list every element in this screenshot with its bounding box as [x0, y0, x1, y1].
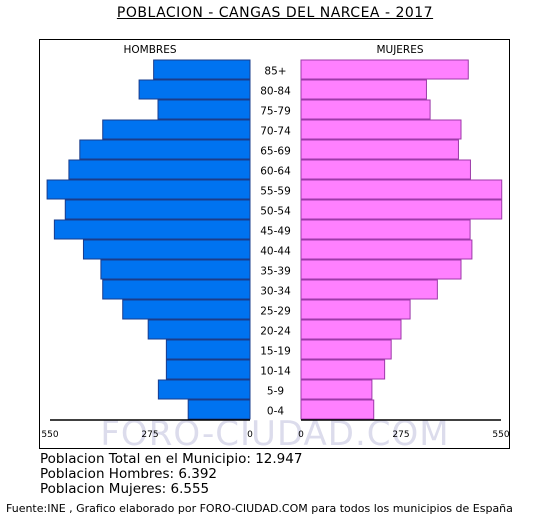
bar-women-80-84: [300, 79, 427, 100]
bar-women-55-59: [300, 179, 503, 200]
bar-women-60-64: [300, 159, 471, 180]
age-label-10-14: 10-14: [260, 366, 291, 378]
right-tick-275: 275: [392, 430, 409, 440]
bar-men-25-29: [122, 299, 251, 320]
age-label-50-54: 50-54: [260, 206, 291, 218]
bar-women-85+: [300, 59, 469, 80]
bar-women-30-34: [300, 279, 438, 300]
age-label-30-34: 30-34: [260, 286, 291, 298]
left-tick-275: 275: [141, 430, 158, 440]
bar-women-10-14: [300, 359, 386, 380]
population-pyramid: HOMBRES MUJERES 85+ 80-84 75-79 70-74 65-69 60-…: [41, 44, 509, 440]
right-tick-550: 550: [492, 430, 509, 440]
age-label-60-64: 60-64: [260, 166, 291, 178]
bar-men-30-34: [102, 279, 251, 300]
chart-frame: [39, 39, 510, 449]
stat-men-population: Poblacion Hombres: 6.392: [40, 466, 218, 482]
bar-men-0-4: [187, 399, 251, 420]
source-note: Fuente:INE , Grafico elaborado por FORO-…: [6, 502, 513, 515]
bar-men-65-69: [79, 139, 251, 160]
bar-men-20-24: [147, 319, 251, 340]
stat-total-population: Poblacion Total en el Municipio: 12.947: [40, 451, 303, 467]
left-tick-0: 0: [247, 430, 253, 440]
bar-men-50-54: [64, 199, 251, 220]
age-label-20-24: 20-24: [260, 326, 291, 338]
bar-women-65-69: [300, 139, 459, 160]
bar-men-55-59: [46, 179, 251, 200]
age-label-0-4: 0-4: [267, 406, 284, 418]
age-label-80-84: 80-84: [260, 86, 291, 98]
bar-men-80-84: [138, 79, 251, 100]
age-label-15-19: 15-19: [260, 346, 291, 358]
bar-women-50-54: [300, 199, 503, 220]
age-label-45-49: 45-49: [260, 226, 291, 238]
bar-women-70-74: [300, 119, 462, 140]
bar-women-5-9: [300, 379, 373, 400]
bar-men-70-74: [102, 119, 251, 140]
bar-men-45-49: [53, 219, 251, 240]
age-label-75-79: 75-79: [260, 106, 291, 118]
bar-women-75-79: [300, 99, 431, 120]
bar-women-25-29: [300, 299, 411, 320]
age-label-25-29: 25-29: [260, 306, 291, 318]
age-label-70-74: 70-74: [260, 126, 291, 138]
bar-women-40-44: [300, 239, 473, 260]
age-label-85+: 85+: [264, 66, 286, 78]
left-series-label: HOMBRES: [123, 44, 176, 56]
bar-men-5-9: [157, 379, 251, 400]
bar-women-45-49: [300, 219, 471, 240]
age-label-35-39: 35-39: [260, 266, 291, 278]
bar-men-10-14: [165, 359, 251, 380]
bar-men-15-19: [165, 339, 251, 360]
bar-men-85+: [153, 59, 251, 80]
age-label-55-59: 55-59: [260, 186, 291, 198]
age-label-5-9: 5-9: [267, 386, 284, 398]
right-tick-0: 0: [298, 430, 304, 440]
age-label-40-44: 40-44: [260, 246, 291, 258]
bar-men-75-79: [157, 99, 251, 120]
bar-men-35-39: [100, 259, 251, 280]
stat-women-population: Poblacion Mujeres: 6.555: [40, 481, 210, 497]
bar-women-20-24: [300, 319, 402, 340]
bar-women-15-19: [300, 339, 392, 360]
age-label-65-69: 65-69: [260, 146, 291, 158]
bar-women-0-4: [300, 399, 375, 420]
right-series-label: MUJERES: [376, 44, 423, 56]
chart-title: POBLACION - CANGAS DEL NARCEA - 2017: [116, 5, 434, 21]
bar-men-40-44: [82, 239, 251, 260]
bar-women-35-39: [300, 259, 462, 280]
left-tick-550: 550: [41, 430, 58, 440]
bar-men-60-64: [68, 159, 251, 180]
